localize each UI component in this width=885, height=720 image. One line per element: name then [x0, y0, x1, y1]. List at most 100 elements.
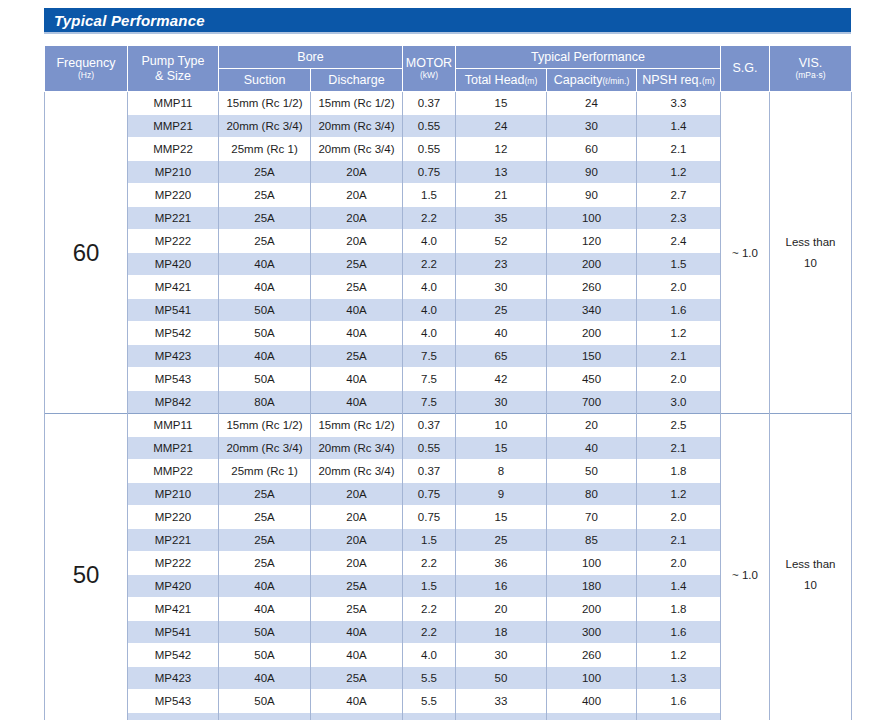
cell-total-head: 8	[456, 460, 547, 483]
cell-npsh: 2.0	[637, 506, 721, 529]
cell-total-head: 52	[456, 230, 547, 253]
cell-npsh: 1.3	[637, 667, 721, 690]
cell-capacity: 260	[547, 644, 637, 667]
cell-discharge: 25A	[311, 575, 403, 598]
cell-total-head: 16	[456, 575, 547, 598]
cell-total-head: 20	[456, 598, 547, 621]
cell-npsh: 1.6	[637, 299, 721, 322]
header-npsh-unit: (m)	[702, 76, 715, 86]
cell-suction: 25A	[219, 506, 311, 529]
cell-npsh: 2.0	[637, 368, 721, 391]
cell-discharge: 40A	[311, 391, 403, 414]
cell-suction: 50A	[219, 621, 311, 644]
sg-value: ~ 1.0	[721, 92, 770, 414]
cell-motor-kw: 2.2	[403, 207, 456, 230]
cell-capacity: 150	[547, 345, 637, 368]
cell-motor-kw: 5.5	[403, 667, 456, 690]
header-total-head-label: Total Head	[465, 73, 525, 87]
cell-npsh: 1.4	[637, 115, 721, 138]
cell-motor-kw: 1.5	[403, 184, 456, 207]
cell-npsh: 1.6	[637, 621, 721, 644]
cell-capacity: 40	[547, 437, 637, 460]
cell-npsh: 2.1	[637, 345, 721, 368]
cell-npsh: 1.6	[637, 690, 721, 713]
cell-capacity: 450	[547, 368, 637, 391]
cell-pump-model: MP221	[128, 529, 219, 552]
cell-suction: 25A	[219, 529, 311, 552]
frequency-value: 60	[45, 92, 128, 414]
cell-discharge: 25A	[311, 598, 403, 621]
cell-discharge: 20A	[311, 552, 403, 575]
cell-motor-kw: 4.0	[403, 644, 456, 667]
cell-capacity: 30	[547, 115, 637, 138]
vis-value-line2: 10	[772, 253, 849, 274]
cell-pump-model: MMP11	[128, 414, 219, 437]
table-row: 50MMP1115mm (Rc 1/2)15mm (Rc 1/2)0.37102…	[45, 414, 852, 437]
cell-motor-kw: 2.2	[403, 552, 456, 575]
cell-pump-model: MP543	[128, 368, 219, 391]
cell-capacity: 100	[547, 207, 637, 230]
cell-total-head: 15	[456, 437, 547, 460]
cell-pump-model: MP423	[128, 667, 219, 690]
cell-motor-kw: 4.0	[403, 299, 456, 322]
cell-npsh: 2.5	[637, 414, 721, 437]
cell-capacity: 100	[547, 552, 637, 575]
header-frequency-label: Frequency	[45, 56, 127, 70]
cell-discharge: 25A	[311, 667, 403, 690]
cell-total-head: 21	[456, 184, 547, 207]
cell-suction: 50A	[219, 322, 311, 345]
cell-motor-kw: 1.5	[403, 529, 456, 552]
cell-motor-kw: 7.5	[403, 391, 456, 414]
cell-suction: 25mm (Rc 1)	[219, 138, 311, 161]
section-title-bar: Typical Performance	[44, 8, 851, 34]
cell-motor-kw: 2.2	[403, 253, 456, 276]
cell-total-head: 42	[456, 368, 547, 391]
cell-discharge: 20A	[311, 184, 403, 207]
cell-pump-model: MP222	[128, 230, 219, 253]
cell-total-head: 35	[456, 207, 547, 230]
cell-suction: 50A	[219, 299, 311, 322]
cell-pump-model: MP542	[128, 322, 219, 345]
cell-suction: 25A	[219, 184, 311, 207]
cell-capacity: 80	[547, 483, 637, 506]
cell-capacity: 400	[547, 690, 637, 713]
page-title: Typical Performance	[44, 12, 205, 29]
cell-discharge: 20A	[311, 207, 403, 230]
cell-suction: 50A	[219, 690, 311, 713]
header-frequency: Frequency (Hz)	[45, 46, 128, 92]
cell-discharge: 40A	[311, 690, 403, 713]
cell-discharge: 20A	[311, 529, 403, 552]
header-discharge: Discharge	[311, 69, 403, 92]
cell-discharge: 40A	[311, 322, 403, 345]
cell-discharge: 40A	[311, 368, 403, 391]
cell-capacity: 260	[547, 276, 637, 299]
cell-pump-model: MP842	[128, 391, 219, 414]
header-capacity: Capacity(ℓ/min.)	[547, 69, 637, 92]
cell-total-head: 30	[456, 276, 547, 299]
cell-discharge: 20mm (Rc 3/4)	[311, 115, 403, 138]
vis-value: Less than10	[770, 92, 852, 414]
cell-motor-kw: 0.37	[403, 92, 456, 115]
cell-total-head: 36	[456, 552, 547, 575]
cell-pump-model: MP421	[128, 276, 219, 299]
cell-suction: 40A	[219, 575, 311, 598]
header-npsh-label: NPSH req.	[642, 73, 702, 87]
cell-capacity: 100	[547, 667, 637, 690]
cell-suction: 25A	[219, 230, 311, 253]
cell-total-head: 25	[456, 529, 547, 552]
cell-discharge: 25A	[311, 276, 403, 299]
cell-pump-model: MMP11	[128, 92, 219, 115]
header-npsh: NPSH req.(m)	[637, 69, 721, 92]
cell-motor-kw: 1.5	[403, 575, 456, 598]
cell-suction: 25mm (Rc 1)	[219, 460, 311, 483]
cell-npsh: 1.8	[637, 598, 721, 621]
header-sg: S.G.	[721, 46, 770, 92]
cell-capacity: 300	[547, 621, 637, 644]
cell-motor-kw: 5.5	[403, 713, 456, 720]
cell-discharge: 15mm (Rc 1/2)	[311, 92, 403, 115]
cell-total-head: 30	[456, 391, 547, 414]
cell-discharge: 25A	[311, 253, 403, 276]
cell-suction: 20mm (Rc 3/4)	[219, 437, 311, 460]
header-frequency-unit: (Hz)	[45, 71, 127, 81]
cell-pump-model: MP222	[128, 552, 219, 575]
